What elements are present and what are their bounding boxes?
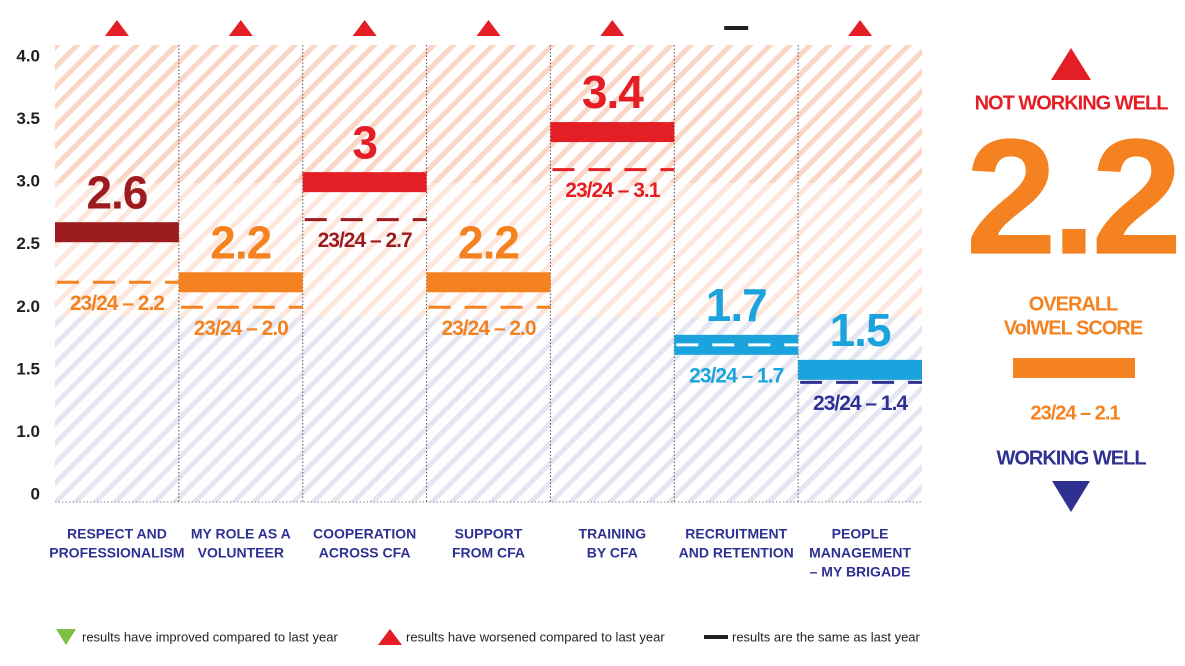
trend-icon xyxy=(56,629,76,645)
value-label: 3 xyxy=(352,116,377,168)
top-label: NOT WORKING WELL xyxy=(975,92,1169,114)
legend-label: results have worsened compared to last y… xyxy=(406,629,665,644)
value-label: 1.7 xyxy=(706,279,767,331)
x-tick-label: AND RETENTION xyxy=(679,545,794,561)
x-tick-label: TRAINING xyxy=(579,526,647,542)
trend-icon xyxy=(848,20,873,36)
x-tick-label: ACROSS CFA xyxy=(319,545,411,561)
y-tick-label: 4.0 xyxy=(16,46,40,65)
bar xyxy=(55,222,179,243)
previous-label: 23/24 – 3.1 xyxy=(565,179,660,202)
zone-high xyxy=(55,45,922,183)
legend-label: results have improved compared to last y… xyxy=(82,629,338,644)
trend-icon xyxy=(704,635,728,639)
previous-label: 23/24 – 2.0 xyxy=(194,317,288,340)
value-label: 1.5 xyxy=(830,304,891,356)
overall-previous: 23/24 – 2.1 xyxy=(1030,402,1120,424)
y-tick-label: 1.5 xyxy=(16,359,40,378)
bar xyxy=(178,272,303,293)
overall-bar-key xyxy=(1013,358,1135,378)
value-label: 2.2 xyxy=(210,216,271,268)
previous-label: 23/24 – 2.7 xyxy=(318,229,412,252)
x-tick-label: PROFESSIONALISM xyxy=(49,545,184,561)
overall-title: OVERALL xyxy=(1029,293,1118,315)
legend-label: results are the same as last year xyxy=(732,629,921,644)
y-tick-label: 1.0 xyxy=(16,422,40,441)
value-label: 2.2 xyxy=(458,216,519,268)
x-tick-label: COOPERATION xyxy=(313,526,416,542)
x-tick-label: RESPECT AND xyxy=(67,526,167,542)
x-tick-label: MY ROLE AS A xyxy=(191,526,291,542)
x-tick-label: SUPPORT xyxy=(455,526,523,542)
trend-icon xyxy=(476,20,501,36)
bar xyxy=(674,334,799,355)
x-tick-label: BY CFA xyxy=(587,545,638,561)
value-label: 3.4 xyxy=(582,66,644,118)
bar xyxy=(426,272,551,293)
x-tick-label: – MY BRIGADE xyxy=(810,564,911,580)
bar xyxy=(302,172,427,193)
x-tick-label: VOLUNTEER xyxy=(198,545,284,561)
previous-label: 23/24 – 2.2 xyxy=(70,292,164,315)
zone-mid xyxy=(55,183,922,317)
y-tick-label: 2.5 xyxy=(16,234,40,253)
trend-icon xyxy=(378,629,402,645)
previous-label: 23/24 – 1.4 xyxy=(813,392,908,415)
y-tick-label: 3.0 xyxy=(16,172,40,191)
overall-value: 2.2 xyxy=(965,105,1177,289)
trend-icon xyxy=(600,20,625,36)
x-tick-label: MANAGEMENT xyxy=(809,545,911,561)
bottom-label: WORKING WELL xyxy=(996,447,1146,469)
down-arrow xyxy=(1052,481,1090,512)
y-tick-label: 3.5 xyxy=(16,109,40,128)
x-tick-label: RECRUITMENT xyxy=(685,526,787,542)
x-tick-label: PEOPLE xyxy=(832,526,889,542)
trend-icon xyxy=(724,26,749,30)
bar xyxy=(550,122,675,143)
previous-label: 23/24 – 2.0 xyxy=(441,317,535,340)
overall-title: VolWEL SCORE xyxy=(1004,317,1143,339)
y-tick-label: 0 xyxy=(31,484,40,503)
value-label: 2.6 xyxy=(86,166,147,218)
up-arrow xyxy=(1051,48,1091,80)
trend-icon xyxy=(104,20,129,36)
trend-icon xyxy=(228,20,253,36)
previous-label: 23/24 – 1.7 xyxy=(689,364,783,387)
y-tick-label: 2.0 xyxy=(16,297,40,316)
bar xyxy=(798,359,922,380)
trend-icon xyxy=(352,20,377,36)
x-tick-label: FROM CFA xyxy=(452,545,525,561)
